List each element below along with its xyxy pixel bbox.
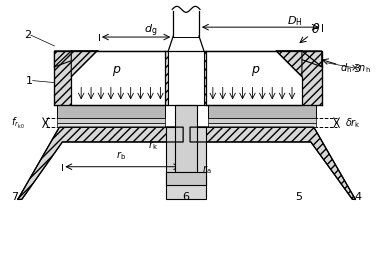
Text: $f_{r_{\rm k0}}$: $f_{r_{\rm k0}}$ [11,116,25,131]
Text: $r_{\rm a}$: $r_{\rm a}$ [202,163,211,176]
Text: $D_{\rm H}$: $D_{\rm H}$ [287,14,303,28]
Polygon shape [190,127,356,199]
Text: 3: 3 [353,64,360,74]
Text: $p$: $p$ [251,64,260,78]
Polygon shape [54,51,168,105]
Text: $p$: $p$ [112,64,121,78]
Bar [208,123,316,127]
Polygon shape [277,51,322,67]
Text: 2: 2 [24,30,31,40]
Text: $d_{\rm g}$: $d_{\rm g}$ [144,23,157,39]
Bar [166,127,206,199]
Text: $\delta r_{\rm k}$: $\delta r_{\rm k}$ [345,116,360,130]
Polygon shape [204,51,322,105]
Polygon shape [276,51,302,77]
Text: 6: 6 [182,192,190,202]
Text: 1: 1 [26,76,33,86]
Polygon shape [54,51,99,67]
Text: $\theta$: $\theta$ [311,22,320,36]
Bar [71,51,166,105]
Bar [57,105,166,118]
Polygon shape [18,127,183,199]
Bar [57,123,166,127]
Text: 5: 5 [296,192,302,202]
Text: $r_{\rm b}$: $r_{\rm b}$ [116,149,126,162]
Bar [208,105,316,118]
Bar [175,105,197,172]
Text: $d_{\rm h}{\times}n_{\rm h}$: $d_{\rm h}{\times}n_{\rm h}$ [340,61,371,75]
Bar [206,51,302,105]
Text: 4: 4 [355,192,362,202]
Text: $r_{\rm k}$: $r_{\rm k}$ [149,139,158,152]
Bar [166,172,206,185]
Bar [208,118,316,123]
Bar [57,118,166,123]
Polygon shape [71,51,97,77]
Text: 7: 7 [11,192,18,202]
